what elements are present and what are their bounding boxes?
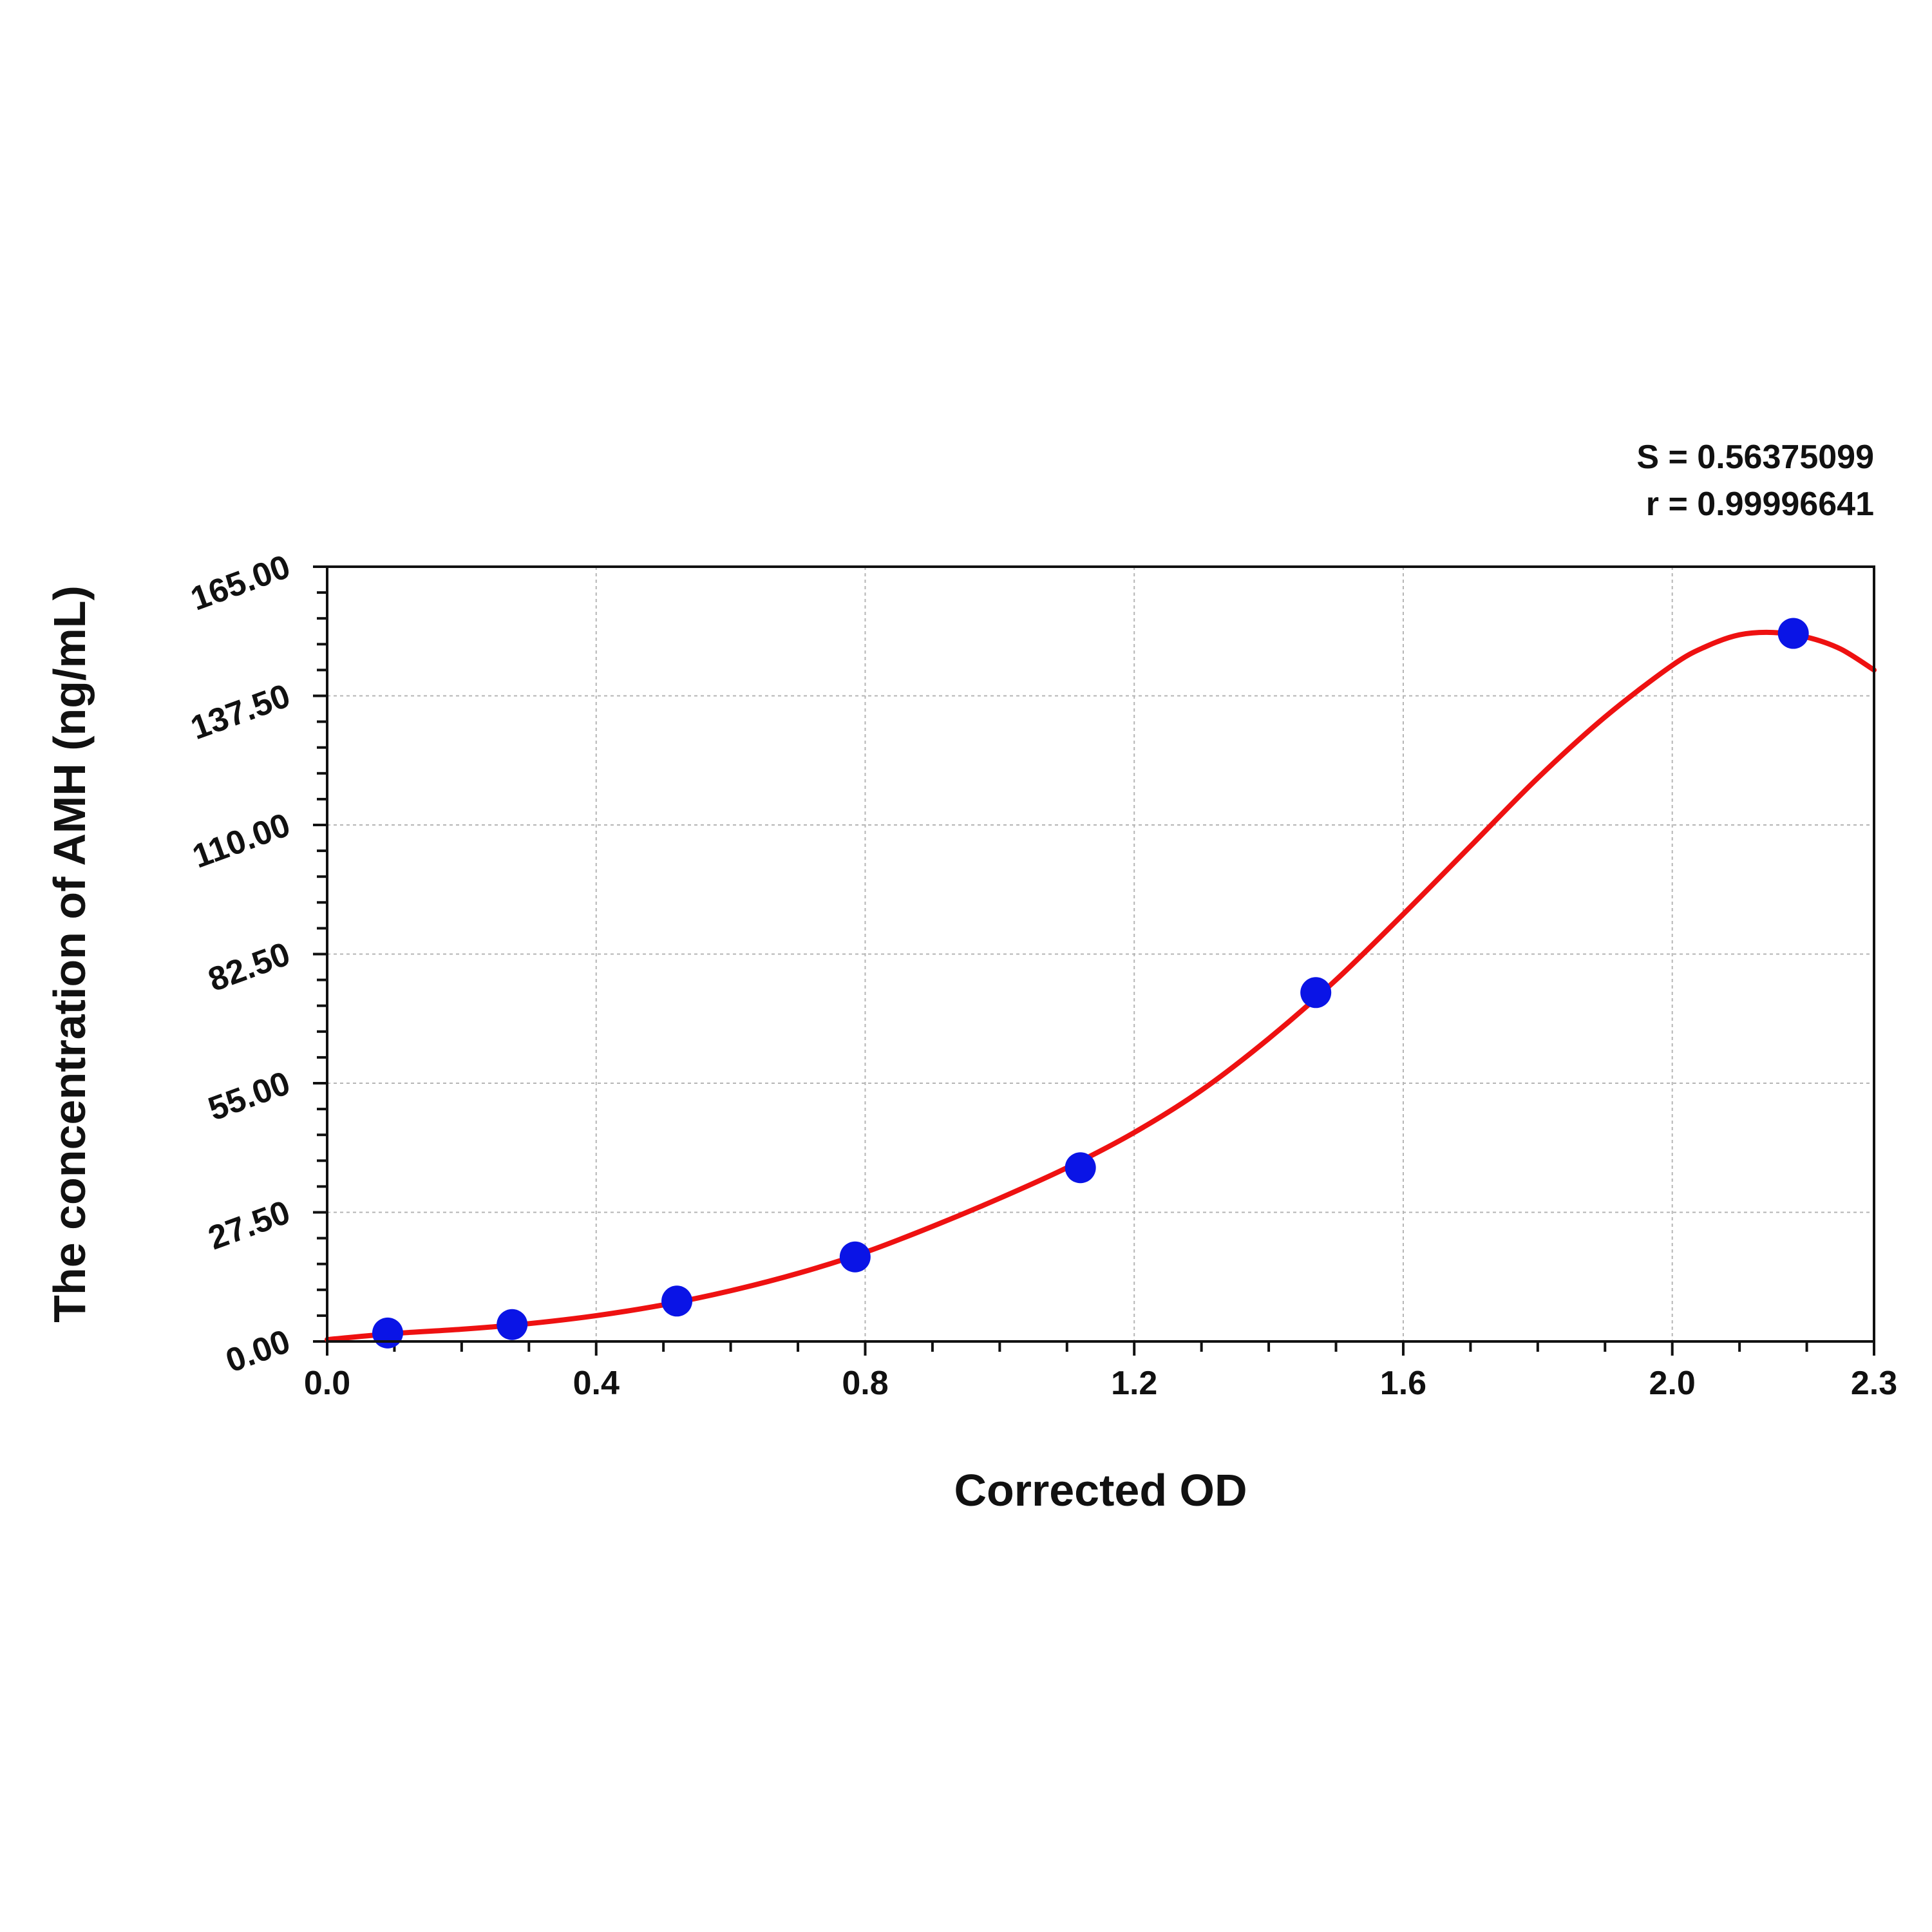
y-tick-label: 165.00 xyxy=(186,548,295,618)
x-axis-label: Corrected OD xyxy=(954,1465,1247,1515)
x-tick-label: 1.6 xyxy=(1380,1365,1426,1402)
y-tick-label: 82.50 xyxy=(204,935,295,999)
y-tick-label: 27.50 xyxy=(204,1193,295,1257)
y-tick-label: 137.50 xyxy=(186,677,295,747)
grid-lines xyxy=(327,567,1874,1341)
x-tick-label: 0.4 xyxy=(573,1365,620,1402)
y-tick-label: 0.00 xyxy=(221,1323,295,1380)
fit-curve xyxy=(325,629,1877,1343)
y-tick-label: 110.00 xyxy=(187,806,295,876)
stat-s-text: S = 0.56375099 xyxy=(1636,439,1874,476)
x-tick-label: 2.0 xyxy=(1649,1365,1696,1402)
stat-r-text: r = 0.99996641 xyxy=(1646,486,1874,523)
fit-curve-layer xyxy=(325,629,1877,1343)
data-point xyxy=(1065,1152,1096,1184)
data-point xyxy=(1300,977,1332,1009)
data-points-layer xyxy=(372,618,1809,1349)
y-tick-label: 55.00 xyxy=(204,1065,295,1128)
x-tick-label: 0.8 xyxy=(842,1365,888,1402)
data-point xyxy=(372,1317,403,1349)
minor-ticks xyxy=(313,565,1875,1356)
y-axis-label: The concentration of AMH (ng/mL) xyxy=(44,585,95,1323)
data-point xyxy=(839,1241,871,1273)
x-tick-label: 2.3 xyxy=(1851,1365,1897,1402)
x-tick-labels: 0.0 0.4 0.8 1.2 1.6 2.0 2.3 xyxy=(304,1365,1897,1402)
data-point xyxy=(661,1285,693,1317)
data-point xyxy=(1777,618,1809,649)
data-point xyxy=(497,1309,528,1340)
y-tick-labels: 0.00 27.50 55.00 82.50 110.00 137.50 165.00 xyxy=(186,548,295,1380)
x-tick-label: 0.0 xyxy=(304,1365,350,1402)
plot-frame xyxy=(326,565,1875,1343)
x-tick-label: 1.2 xyxy=(1111,1365,1157,1402)
